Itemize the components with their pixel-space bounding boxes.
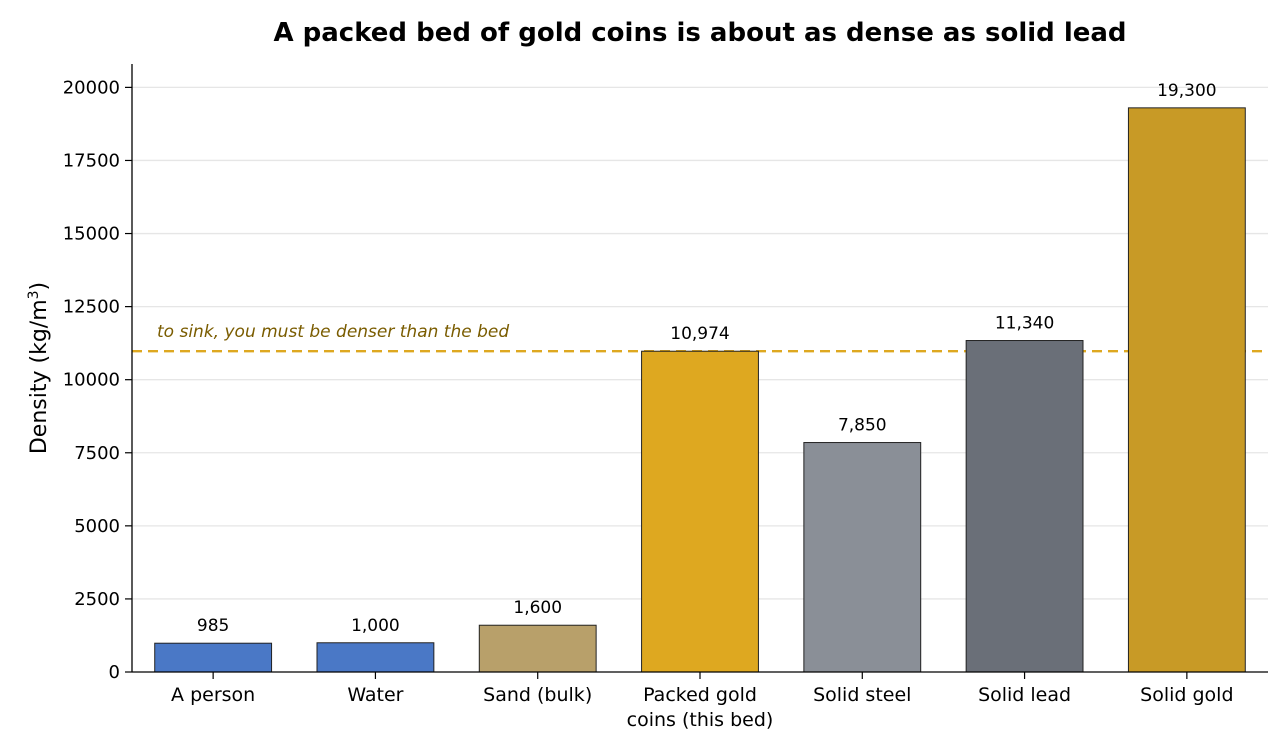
chart-title: A packed bed of gold coins is about as d… <box>273 18 1126 48</box>
y-axis-label-close: ) <box>27 282 52 291</box>
bar-value-label: 1,000 <box>351 616 400 636</box>
bar-value-label: 7,850 <box>838 416 887 436</box>
y-tick-label: 2500 <box>74 589 120 610</box>
bar-value-label: 19,300 <box>1157 81 1216 101</box>
bar <box>965 340 1084 673</box>
y-tick-label: 10000 <box>63 370 120 391</box>
axes: 0 2500 5000 7500 10000 12500 15000 17500 20000 A … <box>63 64 1268 731</box>
y-tick-label: 0 <box>109 662 120 683</box>
bar <box>478 624 597 673</box>
x-category-label: Packed gold <box>643 684 757 706</box>
y-tick-label: 15000 <box>63 224 120 245</box>
y-tick-label: 17500 <box>63 150 120 171</box>
x-category-label: Solid gold <box>1140 684 1233 706</box>
bar-value-label: 11,340 <box>995 314 1054 334</box>
bar <box>803 442 922 673</box>
bar <box>641 350 759 673</box>
y-tick-label: 7500 <box>74 443 120 464</box>
bar <box>316 642 435 673</box>
x-category-label: coins (this bed) <box>627 709 774 731</box>
y-axis-label-superscript: 3 <box>26 290 42 299</box>
x-category-label: A person <box>171 684 255 706</box>
y-tick-label: 12500 <box>63 297 120 318</box>
x-category-label: Solid steel <box>813 684 911 706</box>
x-category-label: Sand (bulk) <box>483 684 592 706</box>
y-axis-label-text: Density (kg/m <box>27 299 52 454</box>
bar-value-label: 985 <box>197 616 229 636</box>
bar <box>1127 107 1246 673</box>
x-category-label: Water <box>347 684 403 706</box>
bar <box>154 642 273 673</box>
reference-line-label: to sink, you must be denser than the bed <box>157 322 509 342</box>
bar-value-label: 1,600 <box>513 598 562 618</box>
bar-value-label: 10,974 <box>670 324 729 344</box>
y-tick-label: 20000 <box>63 77 120 98</box>
x-category-label: Solid lead <box>978 684 1071 706</box>
y-axis-label: Density (kg/m3) <box>26 282 52 454</box>
bars: 985 1,000 1,600 10,974 7,850 11,340 19,300 <box>154 81 1246 673</box>
y-tick-label: 5000 <box>74 516 120 537</box>
